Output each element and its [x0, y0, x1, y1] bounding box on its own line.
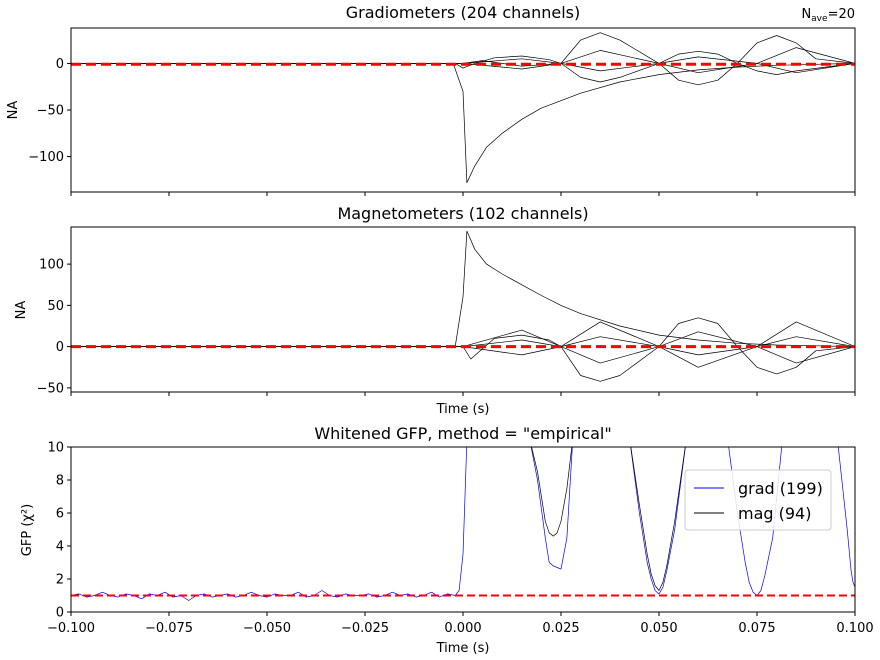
gfp-title: Whitened GFP, method = "empirical": [314, 424, 611, 443]
y-tick-label: −50: [37, 104, 64, 119]
gradiometers-y-ticks: 0 −50 −100: [28, 57, 71, 165]
nave-annotation: Nave=20: [801, 7, 855, 24]
y-tick-label: 50: [47, 299, 64, 314]
legend-label-mag: mag (94): [738, 504, 811, 523]
y-tick-label: 8: [56, 474, 64, 489]
legend-label-grad: grad (199): [738, 479, 823, 498]
gfp-panel: Whitened GFP, method = "empirical" 0 2 4 6 8…: [20, 424, 874, 656]
y-tick-label: 0: [56, 57, 64, 72]
y-tick-label: 2: [56, 573, 64, 588]
magnetometers-axes-frame: [70, 226, 856, 393]
nave-subscript: ave: [811, 14, 828, 24]
y-tick-label: 0: [56, 340, 64, 355]
magnetometers-y-ticks: 100 50 0 −50: [37, 258, 71, 396]
x-tick-label: −0.075: [145, 621, 193, 636]
x-tick-label: 0.050: [640, 621, 677, 636]
gfp-xlabel: Time (s): [436, 641, 490, 656]
gradiometers-title: Gradiometers (204 channels): [346, 3, 580, 22]
x-tick-label: −0.025: [341, 621, 389, 636]
magnetometers-xlabel: Time (s): [436, 402, 490, 417]
magnetometers-panel: Magnetometers (102 channels) 100 50 0 −50 N…: [14, 204, 856, 417]
y-tick-label: 0: [56, 606, 64, 621]
nave-prefix: N: [801, 7, 811, 22]
gfp-y-ticks: 0 2 4 6 8 10: [47, 441, 71, 621]
y-tick-label: −100: [28, 150, 64, 165]
x-tick-label: 0.000: [444, 621, 481, 636]
series-line-2-1: [531, 447, 686, 591]
y-tick-label: 10: [47, 441, 64, 456]
x-tick-label: −0.050: [243, 621, 291, 636]
nave-suffix: =20: [828, 7, 855, 22]
gfp-legend: grad (199) mag (94): [684, 469, 832, 531]
magnetometers-x-ticks: [70, 392, 856, 396]
gradiometers-x-ticks: [70, 192, 856, 196]
series-line-0-0: [71, 63, 855, 184]
y-tick-label: 100: [39, 258, 64, 273]
x-tick-label: 0.075: [738, 621, 775, 636]
series-line-1-1: [71, 317, 855, 382]
y-tick-label: 6: [56, 507, 64, 522]
gfp-series: [71, 447, 855, 601]
magnetometers-series: [71, 230, 855, 382]
series-line-2-0: [71, 447, 855, 601]
series-line-0-3: [71, 47, 855, 74]
series-line-0-1: [71, 32, 855, 69]
magnetometers-title: Magnetometers (102 channels): [337, 204, 588, 223]
legend-frame: [684, 469, 832, 531]
series-line-1-4: [71, 336, 855, 356]
x-tick-label: 0.025: [542, 621, 579, 636]
gradiometers-axes-frame: [70, 27, 856, 193]
magnetometers-ylabel: NA: [14, 301, 29, 320]
y-tick-label: −50: [37, 381, 64, 396]
gfp-ylabel: GFP (χ²): [20, 504, 35, 556]
series-line-0-4: [71, 56, 855, 74]
y-tick-label: 4: [56, 540, 64, 555]
gradiometers-ylabel: NA: [6, 101, 21, 120]
series-line-1-2: [71, 321, 855, 368]
gfp-x-ticks: −0.100 −0.075 −0.050 −0.025 0.000 0.025 0.050 0…: [47, 612, 874, 636]
x-tick-label: −0.100: [47, 621, 95, 636]
series-line-1-0: [71, 230, 855, 347]
gradiometers-panel: Gradiometers (204 channels) Nave=20 0 −50…: [6, 3, 856, 196]
x-tick-label: 0.100: [836, 621, 873, 636]
series-line-1-3: [71, 331, 855, 364]
gradiometers-series: [71, 32, 855, 184]
